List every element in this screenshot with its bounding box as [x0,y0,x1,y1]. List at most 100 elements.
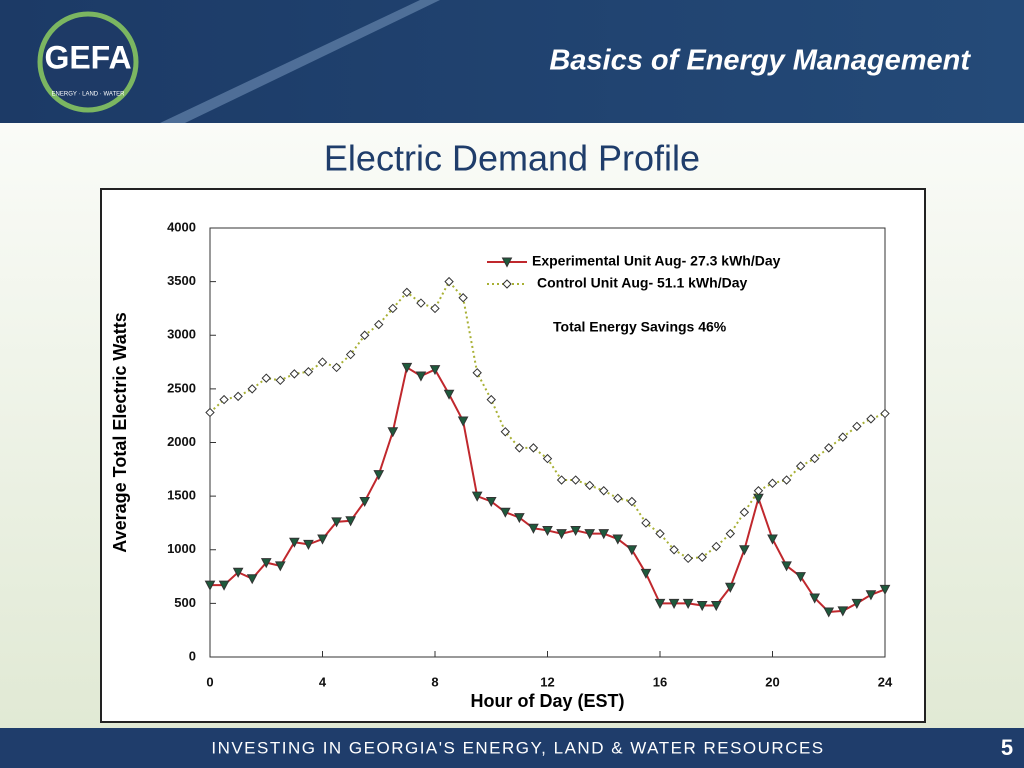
marker [204,580,216,591]
marker [261,373,271,383]
marker [387,427,399,438]
y-tick-label: 0 [189,648,196,663]
marker [402,287,412,298]
marker [373,470,385,481]
x-tick-label: 8 [431,674,438,689]
marker [879,584,891,596]
marker [528,443,539,453]
marker [388,303,398,314]
marker [345,349,356,360]
marker [472,368,482,378]
x-tick-label: 16 [653,674,667,689]
marker [401,362,413,373]
marker [471,491,483,502]
marker [359,330,370,340]
marker [303,539,314,550]
marker [570,525,581,537]
x-axis-label: Hour of Day (EST) [470,691,624,711]
marker [458,293,468,303]
marker [233,391,243,402]
chart-title: Electric Demand Profile [324,138,700,179]
marker [556,475,567,485]
marker [374,319,384,330]
marker [626,545,638,556]
marker [838,432,848,442]
marker [655,528,665,539]
marker [767,478,778,488]
y-tick-label: 2000 [167,434,196,449]
marker [317,534,328,545]
marker [824,443,834,453]
x-tick-label: 0 [206,674,213,689]
marker [430,303,440,314]
marker [795,461,806,471]
marker [627,496,637,507]
header-band [0,0,1024,123]
marker [486,394,496,405]
marker [781,475,792,485]
marker [781,561,792,572]
header-stripe [160,0,440,123]
marker [584,529,596,540]
marker [219,394,229,405]
marker [767,534,778,545]
marker [542,453,553,464]
marker [823,607,835,618]
marker [556,529,567,540]
marker [275,375,286,386]
y-tick-label: 3500 [167,273,196,288]
marker [739,507,750,517]
marker [514,443,525,453]
y-tick-label: 3000 [167,327,196,342]
marker [711,541,721,552]
marker [528,523,539,534]
legend-label: Control Unit Aug- 51.1 kWh/Day [537,275,747,291]
marker [514,513,525,524]
footer-text: INVESTING IN GEORGIA'S ENERGY, LAND & WA… [211,738,824,757]
marker [246,574,258,585]
marker [795,572,806,583]
marker [331,517,342,528]
x-tick-label: 24 [878,674,893,689]
marker [274,561,286,572]
y-tick-label: 500 [174,595,196,610]
marker [415,371,427,382]
marker [696,601,708,612]
marker [640,568,652,579]
logo-tagline: ENERGY · LAND · WATER [52,92,126,98]
logo-ring [37,11,139,113]
marker [683,553,693,564]
marker [457,416,469,427]
marker [485,496,497,508]
y-tick-label: 2500 [167,380,196,395]
marker [724,582,736,593]
legend-marker [502,279,512,289]
marker [218,580,230,591]
x-tick-label: 12 [540,674,554,689]
marker [359,496,371,508]
marker [429,365,441,376]
marker [499,507,511,518]
marker [443,389,455,400]
marker [809,453,820,464]
page-number: 5 [1001,735,1013,760]
legend-marker [501,257,513,268]
marker [205,407,215,418]
marker [612,534,624,545]
marker [725,528,736,539]
y-tick-label: 1000 [167,541,196,556]
marker [880,408,890,419]
marker [809,593,821,604]
marker [710,601,722,612]
marker [584,480,595,491]
marker [289,369,300,379]
x-tick-label: 20 [765,674,779,689]
marker [654,598,666,609]
marker [303,367,314,377]
marker [865,590,877,601]
marker [542,525,553,537]
header-title: Basics of Energy Management [549,45,971,77]
logo-text: GEFA [44,39,131,75]
marker [598,529,610,540]
